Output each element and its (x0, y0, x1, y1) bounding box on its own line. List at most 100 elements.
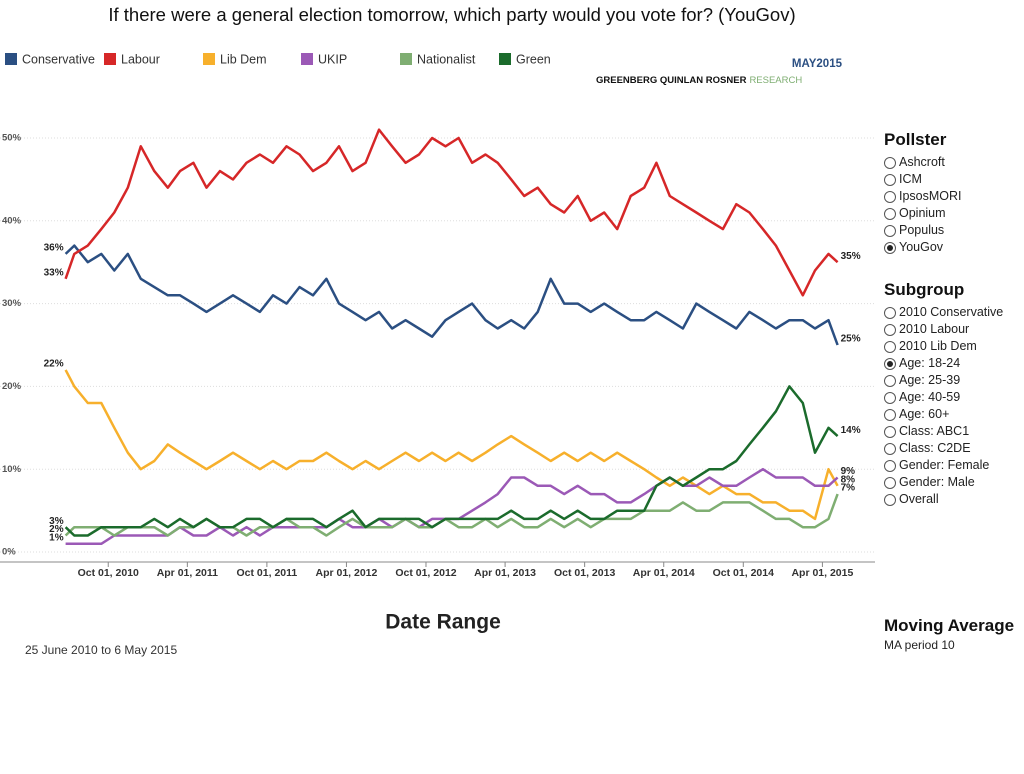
radio-label[interactable]: 2010 Lib Dem (899, 339, 977, 353)
x-tick-label: Oct 01, 2014 (713, 567, 774, 579)
radio-label[interactable]: Class: ABC1 (899, 424, 970, 438)
radio-button[interactable] (884, 241, 896, 254)
radio-option[interactable]: 2010 Conservative (884, 304, 1003, 321)
series-line (64, 244, 839, 346)
radio-button[interactable] (884, 493, 896, 506)
x-tick-label: Apr 01, 2012 (315, 567, 377, 579)
radio-button[interactable] (884, 207, 896, 220)
radio-label[interactable]: Age: 18-24 (899, 356, 961, 370)
radio-option[interactable]: Populus (884, 222, 962, 239)
radio-label[interactable]: Overall (899, 492, 939, 506)
radio-button[interactable] (884, 408, 896, 421)
radio-option[interactable]: ICM (884, 171, 962, 188)
radio-label[interactable]: 2010 Labour (899, 322, 970, 336)
radio-label[interactable]: 2010 Conservative (899, 305, 1004, 319)
series-line (64, 128, 839, 297)
x-tick-label: Oct 01, 2013 (554, 567, 615, 579)
y-tick-label: 40% (2, 215, 22, 226)
radio-option[interactable]: IpsosMORI (884, 188, 962, 205)
radio-label[interactable]: Class: C2DE (899, 441, 971, 455)
radio-option[interactable]: Class: C2DE (884, 440, 1003, 457)
radio-option[interactable]: Overall (884, 491, 1003, 508)
data-label: 35% (841, 251, 861, 262)
filter-group: Subgroup 2010 Conservative 2010 Labour 2010… (884, 280, 1003, 508)
series-line (64, 369, 839, 521)
radio-button[interactable] (884, 190, 896, 203)
radio-option[interactable]: Opinium (884, 205, 962, 222)
data-label: 1% (49, 532, 64, 543)
radio-button[interactable] (884, 340, 896, 353)
radio-button[interactable] (884, 442, 896, 455)
data-label: 2% (49, 524, 64, 535)
y-tick-label: 30% (2, 298, 22, 309)
radio-button[interactable] (884, 173, 896, 186)
radio-button[interactable] (884, 323, 896, 336)
legend-label: Labour (121, 52, 160, 66)
radio-button[interactable] (884, 425, 896, 438)
radio-option[interactable]: Ashcroft (884, 154, 962, 171)
radio-button[interactable] (884, 374, 896, 387)
y-tick-label: 10% (2, 464, 22, 475)
radio-label[interactable]: Populus (899, 223, 945, 237)
legend-swatch (5, 53, 17, 65)
y-tick-label: 0% (2, 547, 16, 558)
brand-name-text: GREENBERG QUINLAN ROSNER (596, 75, 747, 86)
filter-panel: Pollster Ashcroft ICM IpsosMORI Opinium Popul… (884, 0, 1024, 774)
radio-label[interactable]: IpsosMORI (899, 189, 962, 203)
radio-label[interactable]: Age: 25-39 (899, 373, 961, 387)
x-tick-label: Oct 01, 2012 (395, 567, 456, 579)
radio-button[interactable] (884, 224, 896, 237)
legend-label: Conservative (22, 52, 95, 66)
radio-button[interactable] (884, 459, 896, 472)
radio-option[interactable]: YouGov (884, 239, 962, 256)
moving-average: Moving Average MA period 10 (884, 616, 1014, 652)
radio-button[interactable] (884, 357, 896, 370)
radio-button[interactable] (884, 306, 896, 319)
data-label: 7% (841, 483, 856, 494)
legend-label: UKIP (318, 52, 347, 66)
legend-label: Lib Dem (220, 52, 267, 66)
data-label: 14% (841, 425, 861, 436)
series-line (65, 467, 839, 546)
radio-option[interactable]: Age: 40-59 (884, 389, 1003, 406)
data-label: 3% (49, 516, 64, 527)
radio-option[interactable]: Age: 60+ (884, 406, 1003, 423)
data-label: 25% (841, 334, 861, 345)
radio-button[interactable] (884, 156, 896, 169)
filter-title: Subgroup (884, 280, 965, 299)
radio-button[interactable] (884, 476, 896, 489)
radio-option[interactable]: Age: 18-24 (884, 355, 1003, 372)
radio-label[interactable]: ICM (899, 172, 922, 186)
radio-option[interactable]: Class: ABC1 (884, 423, 1003, 440)
radio-label[interactable]: Age: 60+ (899, 407, 950, 421)
x-tick-label: Apr 01, 2014 (633, 567, 695, 579)
radio-label[interactable]: Gender: Female (899, 458, 990, 472)
y-tick-label: 20% (2, 381, 22, 392)
radio-label[interactable]: Gender: Male (899, 475, 975, 489)
radio-label[interactable]: YouGov (899, 240, 944, 254)
radio-option[interactable]: 2010 Lib Dem (884, 338, 1003, 355)
radio-option[interactable]: Age: 25-39 (884, 372, 1003, 389)
x-tick-label: Apr 01, 2011 (157, 567, 218, 579)
radio-label[interactable]: Age: 40-59 (899, 390, 961, 404)
legend-label: Green (516, 52, 551, 66)
radio-label[interactable]: Ashcroft (899, 155, 945, 169)
filter-title: Pollster (884, 130, 947, 149)
chart-title: If there were a general election tomorro… (108, 4, 795, 25)
radio-option[interactable]: Gender: Female (884, 457, 1003, 474)
series-line (64, 385, 839, 537)
filter-group: Pollster Ashcroft ICM IpsosMORI Opinium Popul… (884, 130, 962, 256)
x-axis-title: Date Range (385, 611, 501, 634)
data-label: 8% (841, 474, 856, 485)
legend-swatch (104, 53, 116, 65)
data-label: 33% (44, 267, 64, 278)
radio-label[interactable]: Opinium (899, 206, 946, 220)
radio-option[interactable]: Gender: Male (884, 474, 1003, 491)
data-label: 9% (841, 466, 856, 477)
ma-title: Moving Average (884, 616, 1015, 635)
data-label: 22% (44, 359, 64, 370)
radio-option[interactable]: 2010 Labour (884, 321, 1003, 338)
x-tick-label: Oct 01, 2011 (237, 567, 298, 579)
radio-button[interactable] (884, 391, 896, 404)
